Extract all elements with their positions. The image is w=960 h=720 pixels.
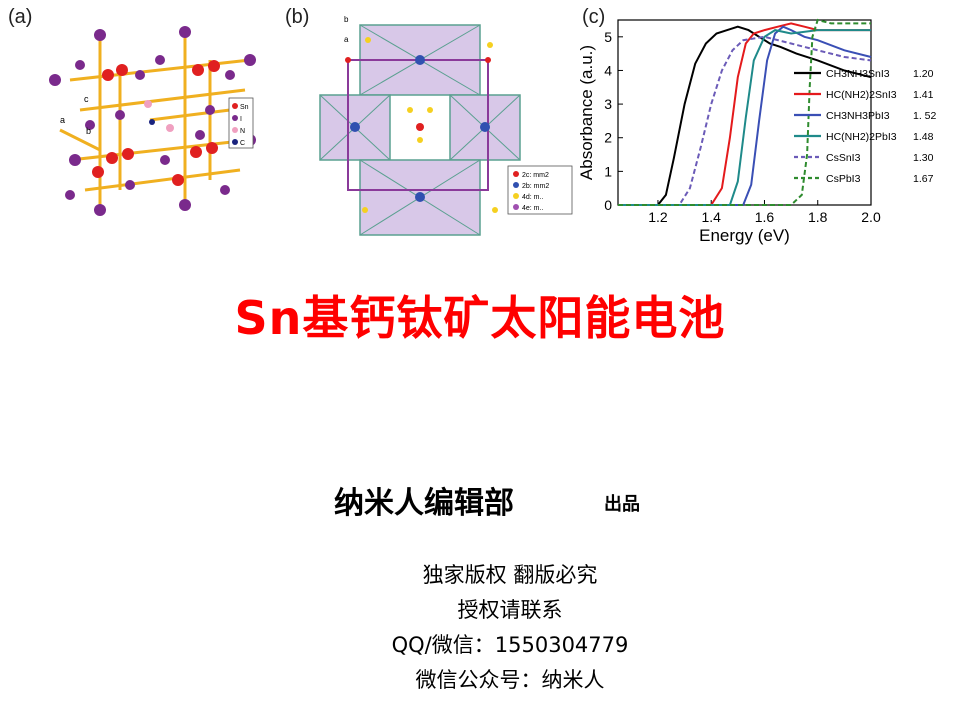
copyright-notice: 独家版权 翻版必究 <box>422 563 598 587</box>
svg-text:b: b <box>86 126 91 136</box>
publisher-name: 纳米人编辑部 <box>334 486 514 521</box>
panel-b-label: (b) <box>285 6 310 28</box>
panel-a-label: (a) <box>8 6 33 28</box>
legend-bandgap: 1.30 <box>913 152 934 164</box>
panel-c-label: (c) <box>582 6 606 28</box>
y-tick-label: 5 <box>604 29 612 45</box>
x-tick-label: 1.2 <box>648 209 668 225</box>
legend-bandgap: 1.67 <box>913 173 934 185</box>
x-tick-label: 1.4 <box>701 209 721 225</box>
legend-label: CH3NH3PbI3 <box>826 110 890 122</box>
y-axis-label: Absorbance (a.u.) <box>578 45 596 180</box>
legend-label: HC(NH2)2PbI3 <box>826 131 897 143</box>
series-line <box>618 29 871 206</box>
contact-qq-wechat: QQ/微信：1550304779 <box>391 633 629 657</box>
crystal-structure-panel-a: (a) c a b Sn I N <box>0 0 280 240</box>
svg-text:c: c <box>84 94 89 104</box>
y-tick-label: 2 <box>604 130 612 146</box>
octahedra-projection-panel-b: (b) b a 2c: mm2 2b: mm2 4d: m.. 4e: m.. <box>280 0 580 260</box>
legend-label: CsPbI3 <box>826 173 861 185</box>
legend-bandgap: 1. 52 <box>913 110 937 122</box>
svg-text:4e: m..: 4e: m.. <box>522 205 543 212</box>
svg-text:I: I <box>240 116 242 123</box>
wechat-official-account: 微信公众号：纳米人 <box>415 668 605 692</box>
perovskite-lattice-illustration: c a b Sn I N C <box>49 26 256 216</box>
y-tick-label: 0 <box>604 197 612 213</box>
y-tick-label: 3 <box>604 96 612 112</box>
panel-a-legend-box <box>228 97 254 149</box>
legend-bandgap: 1.20 <box>913 68 934 80</box>
series-line <box>618 18 871 206</box>
x-axis-label: Energy (eV) <box>699 226 790 245</box>
svg-text:b: b <box>344 15 349 24</box>
svg-text:N: N <box>240 128 245 135</box>
svg-text:Sn: Sn <box>240 104 249 111</box>
y-tick-label: 4 <box>604 62 612 78</box>
series-line <box>618 35 872 206</box>
legend-label: CH3NH3SnI3 <box>826 68 890 80</box>
page-title: Sn基钙钛矿太阳能电池 <box>234 291 726 345</box>
svg-text:a: a <box>60 115 65 125</box>
legend-label: HC(NH2)2SnI3 <box>826 89 897 101</box>
legend-label: CsSnI3 <box>826 152 861 164</box>
legend-bandgap: 1.41 <box>913 89 934 101</box>
absorbance-chart: 0 1 2 3 4 5 1.2 1.4 1.6 1.8 2.0 Energy (eV) Absorban… <box>577 18 937 245</box>
plot-frame <box>617 19 872 206</box>
authorization-notice: 授权请联系 <box>457 598 563 622</box>
x-tick-label: 2.0 <box>861 209 881 225</box>
svg-text:2b: mm2: 2b: mm2 <box>522 183 549 190</box>
y-tick-label: 1 <box>604 163 612 179</box>
x-tick-label: 1.8 <box>808 209 828 225</box>
series-line <box>618 25 872 206</box>
svg-text:2c: mm2: 2c: mm2 <box>522 172 549 179</box>
legend-bandgap: 1.48 <box>913 131 934 143</box>
absorbance-chart-panel-c: (c) 0 1 2 3 4 5 1.2 1.4 1.6 1.8 2.0 Energy (eV) Abso… <box>577 0 960 262</box>
octahedra-illustration: b a 2c: mm2 2b: mm2 4d: m.. 4e: m.. <box>319 15 573 236</box>
publisher-suffix: 出品 <box>604 494 640 515</box>
svg-text:C: C <box>240 140 245 147</box>
svg-text:a: a <box>344 35 349 44</box>
x-tick-label: 1.6 <box>755 209 775 225</box>
svg-text:4d: m..: 4d: m.. <box>522 194 543 201</box>
